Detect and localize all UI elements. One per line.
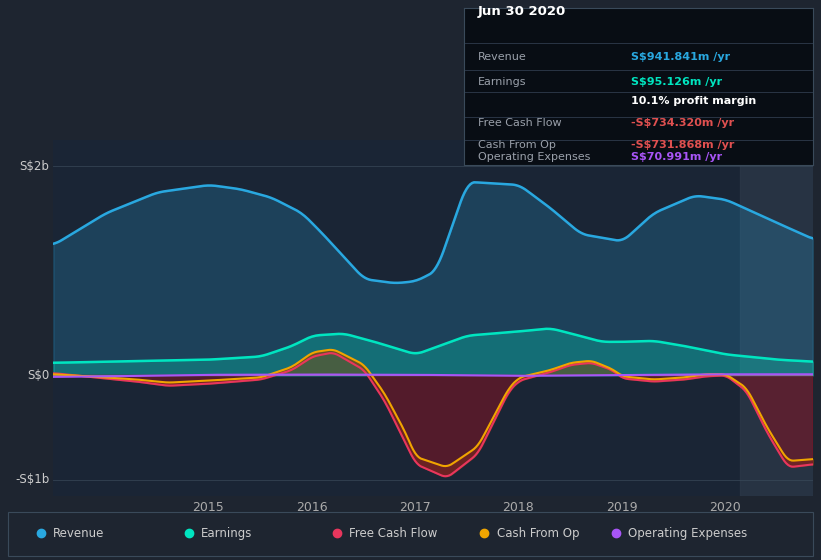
Text: 10.1% profit margin: 10.1% profit margin [631,96,757,106]
Text: -S$734.320m /yr: -S$734.320m /yr [631,118,735,128]
Text: Free Cash Flow: Free Cash Flow [349,527,438,540]
Text: -S$1b: -S$1b [16,473,49,487]
Bar [741,140,813,496]
Text: S$0: S$0 [27,369,49,382]
Text: Jun 30 2020: Jun 30 2020 [478,5,566,18]
Text: Free Cash Flow: Free Cash Flow [478,118,562,128]
Text: S$2b: S$2b [20,160,49,172]
Text: Earnings: Earnings [478,77,526,87]
Text: S$70.991m /yr: S$70.991m /yr [631,152,722,162]
Text: Operating Expenses: Operating Expenses [478,152,590,162]
Text: Revenue: Revenue [53,527,105,540]
Text: -S$731.868m /yr: -S$731.868m /yr [631,140,735,150]
Text: S$941.841m /yr: S$941.841m /yr [631,52,731,62]
Text: Cash From Op: Cash From Op [478,140,556,150]
Text: Earnings: Earnings [201,527,253,540]
Text: S$95.126m /yr: S$95.126m /yr [631,77,722,87]
Text: Revenue: Revenue [478,52,526,62]
Text: Operating Expenses: Operating Expenses [628,527,747,540]
Text: Cash From Op: Cash From Op [497,527,579,540]
